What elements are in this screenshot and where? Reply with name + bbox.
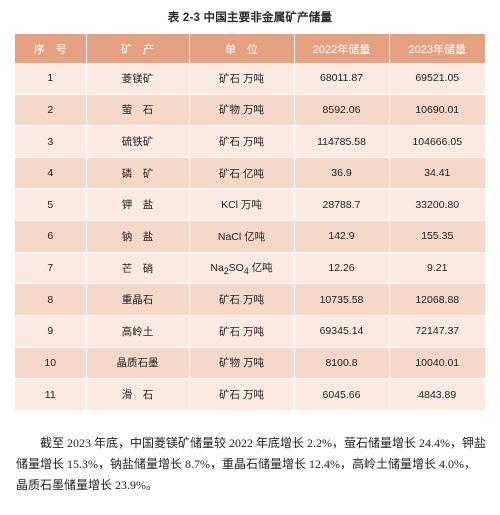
cell-2022: 10735.58 (294, 283, 390, 316)
cell-unit: 矿石 万吨 (189, 315, 295, 348)
cell-mineral: 硫铁矿 (86, 125, 190, 158)
cell-2023: 34.41 (389, 157, 485, 190)
header-mineral: 矿 产 (86, 34, 190, 63)
unit-formula-so: SO (228, 262, 244, 274)
cell-unit: KCl 万吨 (189, 188, 295, 222)
cell-2022: 8100.8 (294, 347, 390, 380)
cell-unit: 矿石 万吨 (189, 378, 295, 411)
table-row: 11 滑 石 矿石 万吨 6045.66 4843.89 (15, 378, 485, 411)
cell-no: 6 (15, 220, 87, 253)
cell-2023: 72147.37 (389, 315, 485, 348)
cell-mineral: 钠 盐 (86, 220, 190, 253)
cell-2022: 6045.66 (294, 378, 390, 411)
unit-formula-sub-4: 4 (243, 266, 249, 277)
unit-formula-na: Na (210, 262, 224, 274)
cell-mineral: 滑 石 (86, 378, 190, 411)
cell-no: 10 (15, 347, 87, 380)
table-row: 1 菱镁矿 矿石 万吨 68011.87 69521.05 (15, 63, 485, 95)
cell-no: 4 (15, 157, 87, 190)
minerals-reserve-table: 序 号 矿 产 单 位 2022年储量 2023年储量 1 菱镁矿 矿石 万吨 … (15, 34, 485, 411)
cell-2023: 10040.01 (389, 347, 485, 380)
cell-no: 7 (15, 252, 87, 285)
cell-unit: 矿石 万吨 (189, 63, 295, 95)
cell-mineral: 磷 矿 (86, 157, 190, 190)
table-row: 7 芒 硝 Na2SO4 亿吨 12.26 9.21 (15, 252, 485, 285)
cell-mineral: 芒 硝 (86, 252, 190, 285)
cell-no: 2 (15, 94, 87, 127)
cell-mineral: 菱镁矿 (86, 63, 190, 95)
cell-2023: 4843.89 (389, 378, 485, 411)
table-row: 9 高岭土 矿石 万吨 69345.14 72147.37 (15, 315, 485, 348)
cell-unit: 矿物 万吨 (189, 347, 295, 380)
cell-2023: 104666.05 (389, 125, 485, 158)
table-row: 5 钾 盐 KCl 万吨 28788.7 33200.80 (15, 188, 485, 222)
cell-no: 1 (15, 63, 87, 95)
cell-2022: 69345.14 (294, 315, 390, 348)
cell-mineral: 钾 盐 (86, 188, 190, 222)
cell-unit: 矿石 亿吨 (189, 157, 295, 190)
cell-mineral: 萤 石 (86, 94, 190, 127)
cell-2022: 142.9 (294, 220, 390, 253)
cell-no: 5 (15, 188, 87, 222)
table-row: 3 硫铁矿 矿石 万吨 114785.58 104666.05 (15, 125, 485, 158)
table-caption: 表 2-3 中国主要非金属矿产储量 (167, 12, 333, 24)
table-row: 2 萤 石 矿物 万吨 8592.06 10690.01 (15, 94, 485, 127)
summary-paragraph: 截至 2023 年底，中国菱镁矿储量较 2022 年底增长 2.2%，萤石储量增… (16, 436, 486, 492)
header-2023: 2023年储量 (389, 34, 485, 63)
cell-unit: NaCl 亿吨 (189, 220, 295, 253)
cell-mineral: 晶质石墨 (86, 347, 190, 380)
cell-2022: 28788.7 (294, 188, 390, 222)
unit-formula-sub-2: 2 (223, 266, 229, 277)
table-header-row: 序 号 矿 产 单 位 2022年储量 2023年储量 (15, 34, 485, 63)
table-row: 4 磷 矿 矿石 亿吨 36.9 34.41 (15, 157, 485, 190)
table-row: 8 重晶石 矿石 万吨 10735.58 12068.88 (15, 283, 485, 316)
cell-unit: 矿石 万吨 (189, 283, 295, 316)
cell-2023: 33200.80 (389, 188, 485, 222)
cell-2023: 10690.01 (389, 94, 485, 127)
cell-2022: 114785.58 (294, 125, 390, 158)
cell-unit: Na2SO4 亿吨 (189, 252, 295, 285)
cell-unit: 矿物 万吨 (189, 94, 295, 127)
header-2022: 2022年储量 (294, 34, 390, 63)
cell-2023: 155.35 (389, 220, 485, 253)
cell-2022: 68011.87 (294, 63, 390, 95)
unit-formula-suffix: 亿吨 (248, 262, 273, 274)
cell-2023: 9.21 (389, 252, 485, 285)
header-no: 序 号 (15, 34, 87, 63)
cell-2023: 12068.88 (389, 283, 485, 316)
cell-mineral: 高岭土 (86, 315, 190, 348)
table-row: 6 钠 盐 NaCl 亿吨 142.9 155.35 (15, 220, 485, 253)
cell-no: 8 (15, 283, 87, 316)
cell-2022: 8592.06 (294, 94, 390, 127)
cell-2023: 69521.05 (389, 63, 485, 95)
header-unit: 单 位 (189, 34, 295, 63)
cell-no: 11 (15, 378, 87, 411)
table-row: 10 晶质石墨 矿物 万吨 8100.8 10040.01 (15, 347, 485, 380)
cell-no: 9 (15, 315, 87, 348)
cell-unit: 矿石 万吨 (189, 125, 295, 158)
cell-2022: 36.9 (294, 157, 390, 190)
cell-no: 3 (15, 125, 87, 158)
cell-2022: 12.26 (294, 252, 390, 285)
cell-mineral: 重晶石 (86, 283, 190, 316)
